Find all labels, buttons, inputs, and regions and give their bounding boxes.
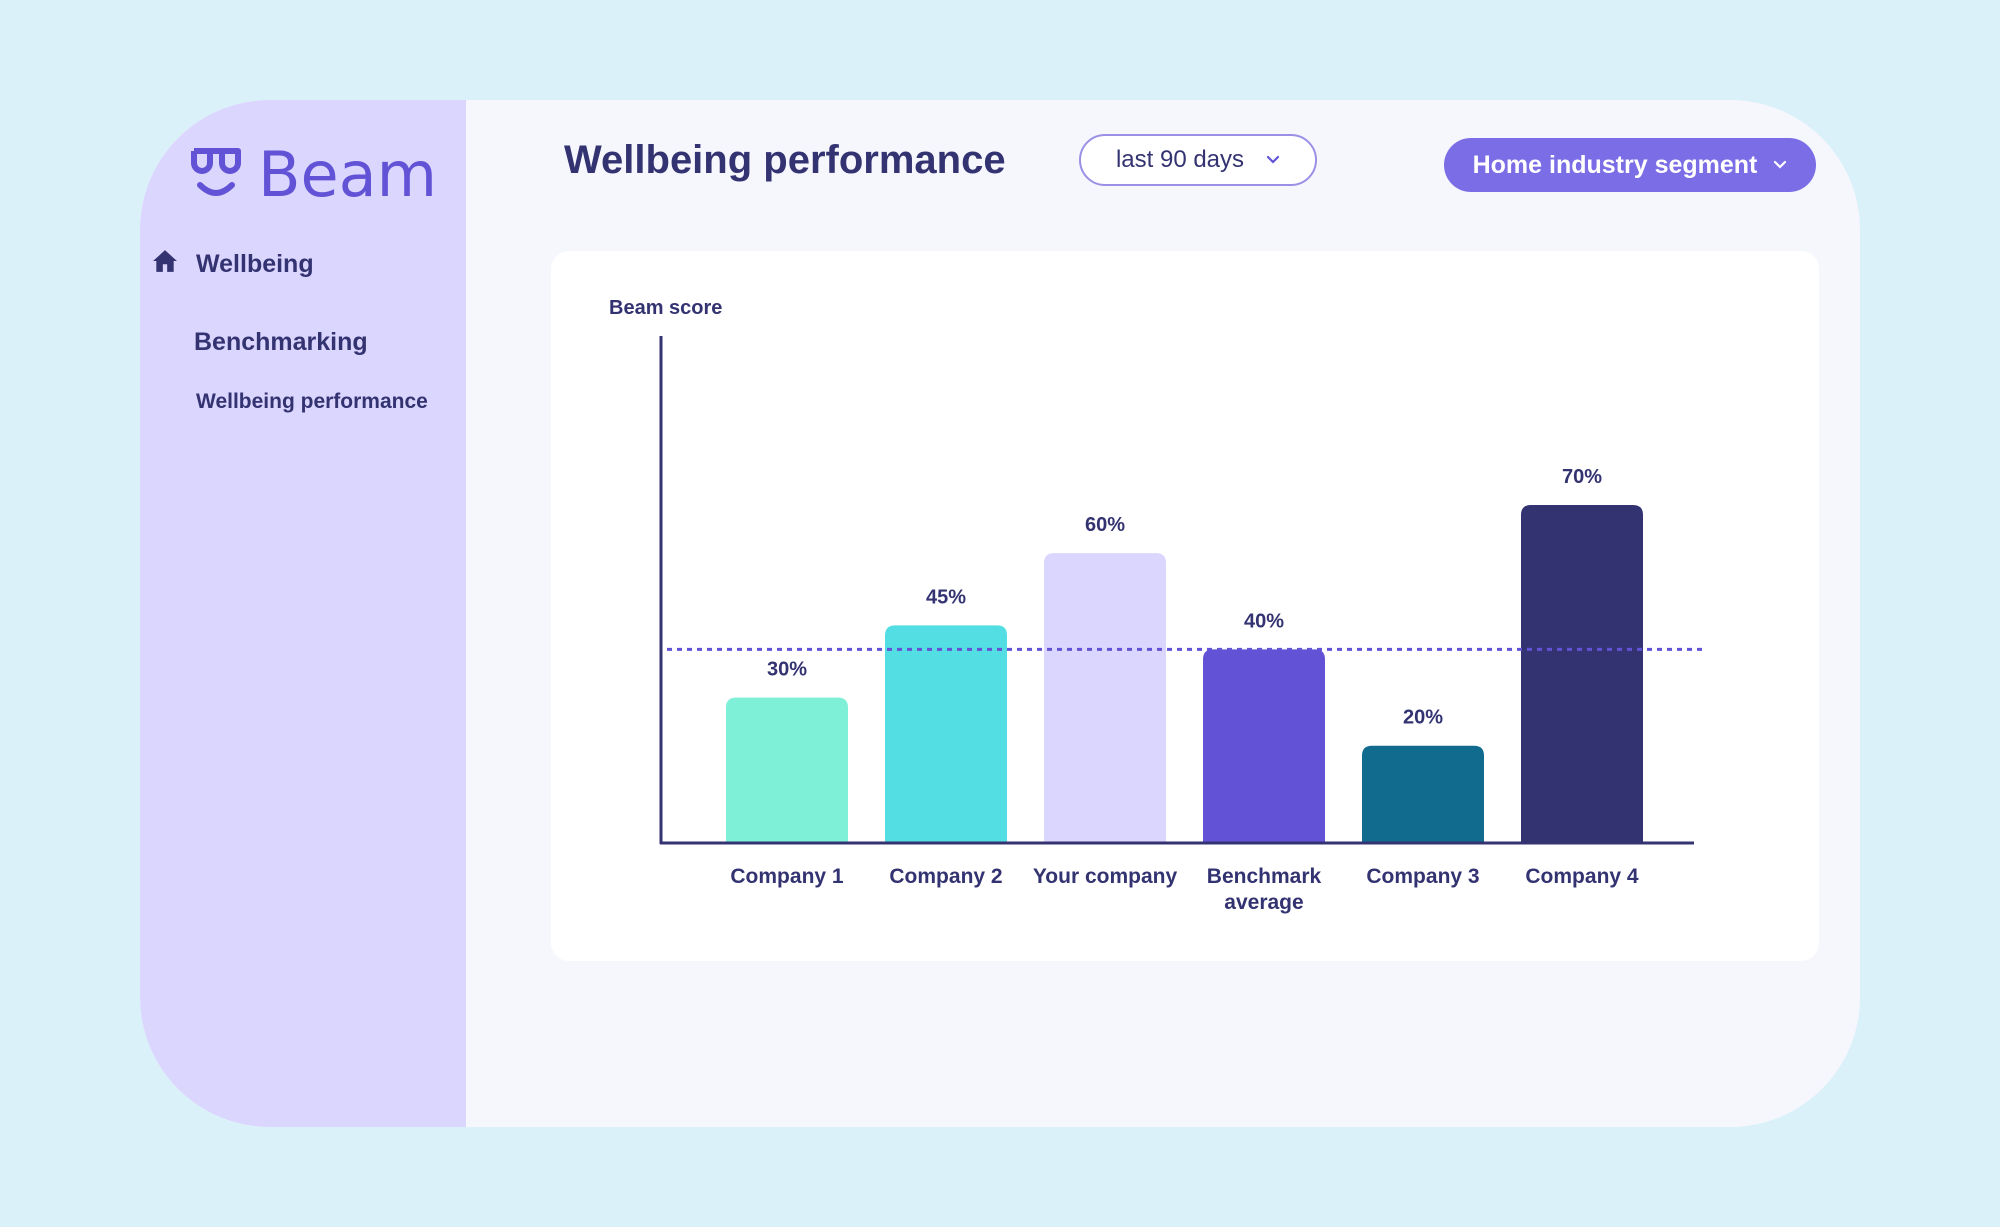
chevron-down-icon bbox=[1266, 155, 1280, 165]
main-content: Wellbeing performance last 90 days Home … bbox=[466, 100, 1860, 1127]
x-tick-label: Company 4 bbox=[1525, 865, 1639, 888]
bar-chart: Beam score 30% Company 1 45% Company 2 60% Yo… bbox=[609, 297, 1704, 914]
sidebar-item-wellbeing[interactable]: Wellbeing bbox=[152, 248, 314, 281]
app-window: Beam Wellbeing Benchmarking Wellbeing pe… bbox=[140, 100, 1860, 1127]
segment-select-value: Home industry segment bbox=[1472, 150, 1758, 179]
bar-company-3[interactable] bbox=[1362, 745, 1484, 842]
chevron-down-icon bbox=[1773, 160, 1787, 170]
data-label: 70% bbox=[1562, 466, 1602, 488]
beam-smile-logo-icon bbox=[188, 145, 244, 206]
bar-company-4[interactable] bbox=[1521, 505, 1643, 842]
bar-company-2[interactable] bbox=[885, 625, 1007, 842]
x-tick-label: average bbox=[1224, 891, 1303, 914]
sidebar-item-label: Wellbeing performance bbox=[196, 390, 428, 413]
segment-select[interactable]: Home industry segment bbox=[1444, 138, 1816, 192]
bar-benchmark-average[interactable] bbox=[1203, 649, 1325, 842]
bar-company-1[interactable] bbox=[726, 697, 848, 842]
x-tick-label: Company 3 bbox=[1366, 865, 1479, 888]
data-label: 45% bbox=[926, 586, 966, 608]
period-select[interactable]: last 90 days bbox=[1079, 134, 1317, 186]
sidebar-item-benchmarking[interactable]: Benchmarking bbox=[194, 328, 368, 357]
sidebar-item-label: Wellbeing bbox=[196, 250, 314, 278]
page-title: Wellbeing performance bbox=[564, 138, 1006, 182]
sidebar-item-wellbeing-performance[interactable]: Wellbeing performance bbox=[196, 390, 428, 414]
data-label: 20% bbox=[1403, 707, 1443, 729]
x-tick-label: Benchmark bbox=[1207, 865, 1322, 888]
chart-card: Beam score 30% Company 1 45% Company 2 60% Yo… bbox=[551, 251, 1819, 961]
period-select-value: last 90 days bbox=[1115, 146, 1245, 173]
x-tick-label: Your company bbox=[1033, 865, 1178, 888]
data-label: 60% bbox=[1085, 514, 1125, 536]
sidebar-item-label: Benchmarking bbox=[194, 328, 368, 356]
data-label: 40% bbox=[1244, 610, 1284, 632]
data-label: 30% bbox=[767, 659, 807, 681]
bar-your-company[interactable] bbox=[1044, 553, 1166, 842]
brand-name: Beam bbox=[258, 138, 438, 211]
sidebar: Beam Wellbeing Benchmarking Wellbeing pe… bbox=[140, 100, 466, 1127]
y-axis-title: Beam score bbox=[609, 297, 722, 319]
home-icon bbox=[152, 248, 196, 281]
brand-logo[interactable]: Beam bbox=[188, 144, 437, 206]
x-tick-label: Company 1 bbox=[730, 865, 844, 888]
x-tick-label: Company 2 bbox=[889, 865, 1002, 888]
